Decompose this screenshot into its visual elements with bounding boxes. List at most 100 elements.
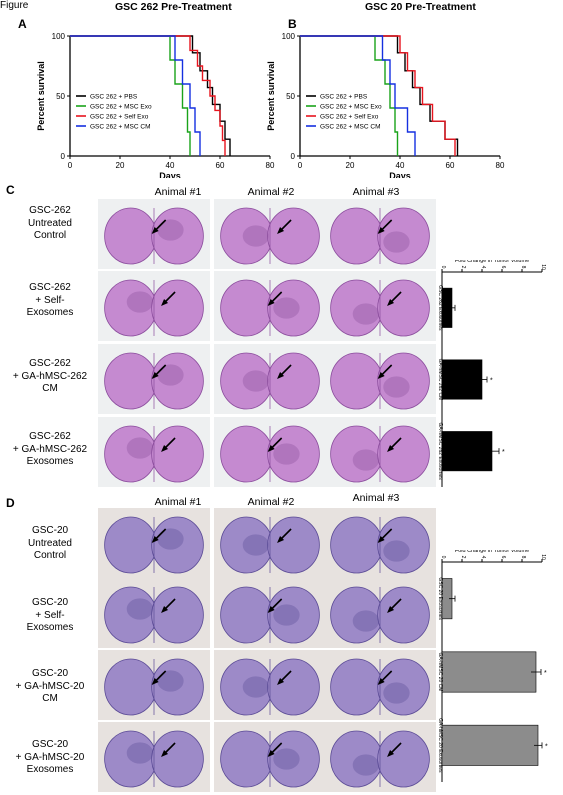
value-tick-label: 8 — [520, 556, 526, 559]
x-tick-label: 80 — [266, 161, 275, 170]
brain-section-image — [214, 344, 326, 414]
y-tick-label: 50 — [56, 92, 65, 101]
row-label-line: GSC-262 — [29, 282, 71, 293]
row-label-line: GSC-262 — [29, 431, 71, 442]
survival-line-2 — [300, 35, 456, 156]
legend-label: GSC 262 + PBS — [90, 94, 138, 101]
row-label-line: + Self- — [35, 294, 65, 306]
row-label: GSC-262 + GA-hMSC-262 CM — [0, 358, 100, 396]
row-label-line: + Self- — [35, 609, 65, 621]
category-label: GA-hMSC 262 CM — [437, 359, 443, 401]
panel-letter-d: D — [6, 496, 15, 510]
legend-label: GSC 262 + MSC CM — [90, 124, 151, 131]
value-tick-label: 8 — [520, 266, 526, 269]
brain-section-image — [214, 578, 326, 648]
row-label-line: GSC-20 — [31, 525, 69, 536]
value-tick-label: 0 — [440, 556, 446, 559]
y-tick-label: 100 — [282, 32, 296, 41]
row-label-line: GSC-262 — [29, 358, 71, 369]
x-axis-label: Days — [159, 171, 181, 178]
x-axis-label: Days — [389, 171, 411, 178]
x-tick-label: 60 — [216, 161, 225, 170]
value-axis-label: Fold Change in Tumor Volume — [455, 550, 529, 554]
x-tick-label: 40 — [166, 161, 175, 170]
column-header-animal-1: Animal #1 — [154, 496, 202, 508]
row-label: GSC-20 + GA-hMSC-20 Exosomes — [0, 739, 100, 777]
brain-section-image — [324, 722, 436, 792]
row-label-line: Exosomes — [26, 764, 74, 775]
category-label: GA-hMSC 262 Exosomes — [437, 423, 443, 481]
row-label-line: CM — [42, 693, 58, 704]
value-tick-label: 6 — [500, 266, 506, 269]
panel-letter-c: C — [6, 183, 15, 197]
significance-marker: * — [490, 378, 493, 385]
row-label: GSC-262 + GA-hMSC-262 Exosomes — [0, 431, 100, 469]
value-tick-label: 2 — [460, 556, 466, 559]
y-tick-label: 0 — [291, 152, 296, 161]
x-tick-label: 40 — [396, 161, 405, 170]
figure-label: Figure — [0, 0, 29, 11]
brain-section-image — [324, 508, 436, 578]
bar — [441, 651, 537, 693]
brain-section-image — [98, 508, 210, 578]
column-header-animal-3: Animal #3 — [352, 492, 400, 504]
survival-line-0 — [70, 35, 231, 156]
brain-section-image — [324, 650, 436, 720]
row-label-line: Exosomes — [26, 622, 74, 633]
value-tick-label: 0 — [440, 266, 446, 269]
x-tick-label: 0 — [298, 161, 303, 170]
survival-chart-b: 0 20 40 60 80 0 50 100 Days Percent survival GSC 2… — [266, 32, 505, 178]
row-label: GSC-20 Untreated Control — [0, 525, 100, 563]
bar — [441, 431, 493, 472]
column-header-animal-2: Animal #2 — [247, 186, 295, 198]
value-axis-label: Fold Change in Tumor Volume — [455, 260, 529, 264]
row-label-line: GSC-20 — [31, 597, 69, 608]
x-tick-label: 20 — [116, 161, 125, 170]
row-label-line: Exosomes — [26, 456, 74, 467]
brain-section-image — [98, 578, 210, 648]
brain-section-image — [214, 271, 326, 341]
value-tick-label: 4 — [480, 556, 486, 559]
row-label: GSC-262 + Self- Exosomes — [0, 282, 100, 320]
brain-section-image — [214, 417, 326, 487]
legend-label: GSC 262 + MSC Exo — [320, 104, 382, 111]
brain-section-image — [324, 271, 436, 341]
row-label-line: Untreated — [28, 537, 72, 549]
category-label: GSC 20 Exosomes — [437, 577, 443, 620]
brain-section-image — [98, 650, 210, 720]
column-header-animal-3: Animal #3 — [352, 186, 400, 198]
brain-section-image — [214, 508, 326, 578]
x-tick-label: 60 — [446, 161, 455, 170]
y-axis-label: Percent survival — [266, 61, 276, 131]
legend-label: GSC 262 + PBS — [320, 94, 368, 101]
value-tick-label: 10 — [540, 554, 546, 560]
significance-marker: * — [544, 670, 547, 677]
column-header-animal-1: Animal #1 — [154, 186, 202, 198]
value-tick-label: 4 — [480, 266, 486, 269]
y-axis-label: Percent survival — [36, 61, 46, 131]
row-label-line: + GA-hMSC-20 — [15, 680, 85, 692]
row-label: GSC-262 Untreated Control — [0, 205, 100, 243]
x-tick-label: 20 — [346, 161, 355, 170]
row-label: GSC-20 + GA-hMSC-20 CM — [0, 668, 100, 706]
row-label-line: Control — [33, 550, 67, 561]
legend-label: GSC 262 + MSC CM — [320, 124, 381, 131]
survival-chart-a: 0 20 40 60 80 0 50 100 Days Percent survival GSC 2… — [36, 32, 275, 178]
row-label-line: GSC-262 — [29, 205, 71, 216]
bar — [441, 724, 539, 766]
row-label-line: Exosomes — [26, 307, 74, 318]
row-label-line: Untreated — [28, 217, 72, 229]
brain-section-image — [214, 199, 326, 269]
survival-line-3 — [300, 35, 416, 156]
category-label: GA-hMSC 20 CM — [437, 653, 443, 692]
y-tick-label: 0 — [61, 152, 66, 161]
brain-section-image — [324, 417, 436, 487]
row-label-line: + GA-hMSC-20 — [15, 751, 85, 763]
bar-chart-c: 0 2 4 6 8 10 Fold Change in Tumor Volume GSC 26… — [437, 260, 546, 487]
panel-a-title: GSC 262 Pre-Treatment — [115, 1, 232, 13]
category-label: GSC 262 Exosomes — [437, 285, 443, 331]
panel-letter-b: B — [288, 17, 297, 31]
row-label-line: GSC-20 — [31, 668, 69, 679]
column-header-animal-2: Animal #2 — [247, 496, 295, 508]
row-label-line: GSC-20 — [31, 739, 69, 750]
